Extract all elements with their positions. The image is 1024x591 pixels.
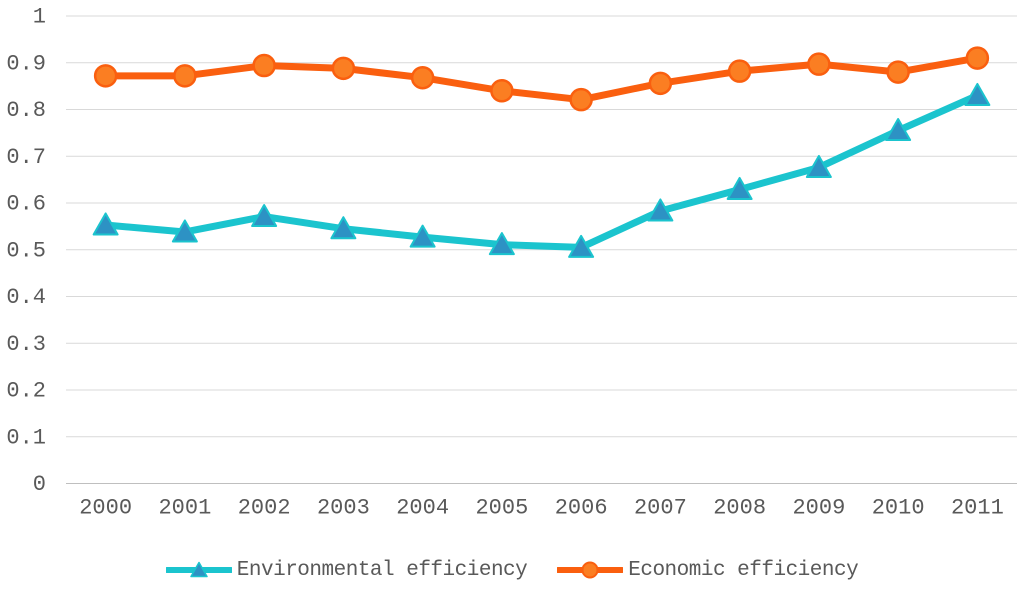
series-economic <box>93 46 990 112</box>
legend-label-economic: Economic efficiency <box>628 558 859 582</box>
x-tick-label: 2003 <box>317 496 370 521</box>
x-tick-label: 2009 <box>792 496 845 521</box>
x-tick-label: 2007 <box>634 496 687 521</box>
x-tick-label: 2011 <box>951 496 1004 521</box>
x-tick-label: 2001 <box>158 496 211 521</box>
y-tick-label: 0.7 <box>6 145 46 170</box>
legend-label-environmental: Environmental efficiency <box>236 558 528 582</box>
y-tick-label: 0.9 <box>6 51 46 76</box>
environmental-series-marker-icon <box>165 561 232 578</box>
y-tick-label: 1 <box>33 5 46 30</box>
legend-item-economic-efficiency: Economic efficiency <box>557 558 859 582</box>
economic-series-marker-icon <box>557 561 624 579</box>
x-tick-label: 2002 <box>238 496 291 521</box>
y-tick-label: 0.5 <box>6 238 46 263</box>
y-tick-label: 0.6 <box>6 192 46 217</box>
x-tick-label: 2008 <box>713 496 766 521</box>
y-tick-label: 0.1 <box>6 425 46 450</box>
x-tick-label: 2005 <box>475 496 528 521</box>
legend: Environmental efficiency Economic effici… <box>0 550 1024 590</box>
y-tick-label: 0.2 <box>6 379 46 404</box>
x-tick-label: 2000 <box>79 496 132 521</box>
y-tick-label: 0.4 <box>6 285 46 310</box>
x-tick-label: 2004 <box>396 496 449 521</box>
series-environmental <box>92 82 991 258</box>
plot-area: 0 0.1 0.2 0.3 0.4 0.5 0.6 0.7 0.8 0.9 1 2000 2001 200… <box>6 5 1017 521</box>
x-tick-label: 2010 <box>872 496 925 521</box>
y-tick-label: 0 <box>33 472 46 497</box>
y-tick-label: 0.3 <box>6 332 46 357</box>
y-tick-label: 0.8 <box>6 98 46 123</box>
legend-item-environmental-efficiency: Environmental efficiency <box>165 558 528 582</box>
x-tick-label: 2006 <box>555 496 608 521</box>
